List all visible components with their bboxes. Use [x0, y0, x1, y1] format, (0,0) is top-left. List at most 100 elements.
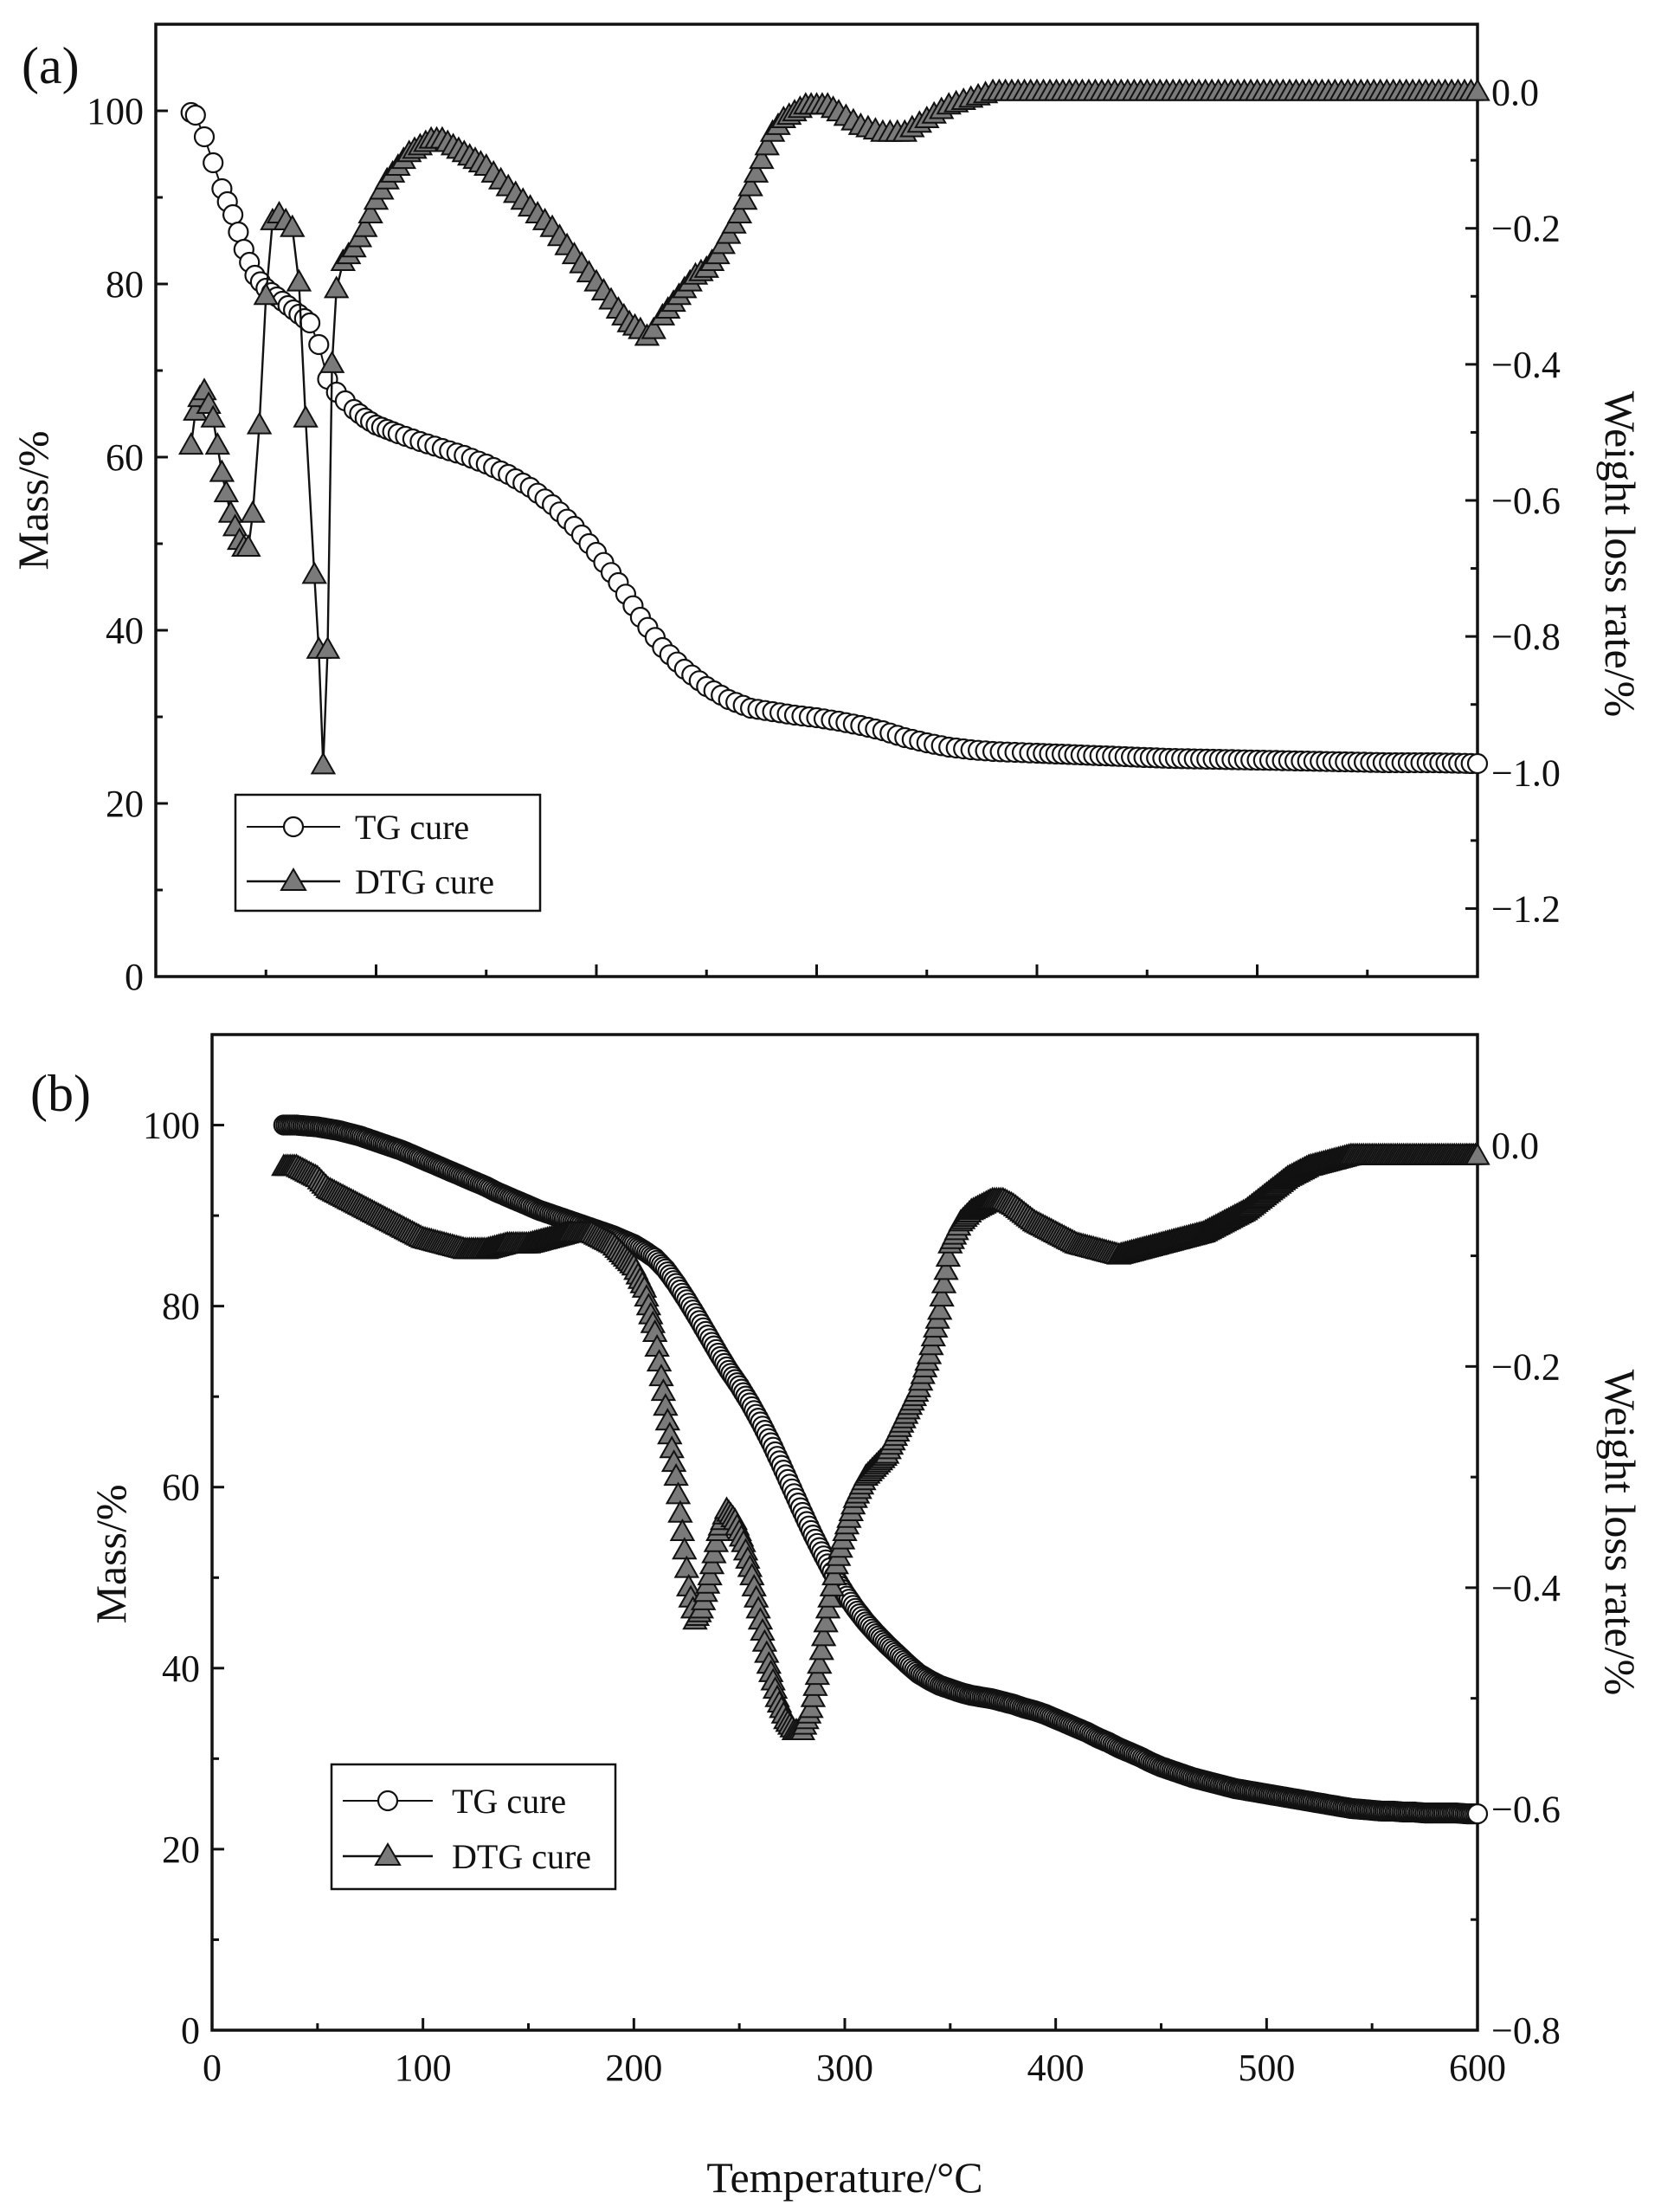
x-tick-label: 300 [816, 2047, 873, 2089]
panel-a-tg-point [228, 221, 249, 243]
panel-a-right-tick-label: −0.8 [1491, 616, 1561, 658]
panel-a-right-tick-label: 0.0 [1491, 72, 1539, 114]
panel-a-dtg-point [177, 432, 204, 455]
panel-a-right-tick-label: −1.2 [1491, 887, 1561, 930]
x-tick-label: 100 [395, 2047, 452, 2089]
panel-b-dtg-point [810, 1623, 837, 1647]
panel-a-legend-dtg-label: DTG cure [355, 862, 494, 901]
x-tick-label: 0 [203, 2047, 222, 2089]
panel-a-left-tick-label: 100 [87, 90, 144, 132]
panel-a-dtg-point [749, 146, 775, 170]
panel-a: 0 20 40 60 80 100 0.0 −0.2 −0.4 −0.6 −0.8 −1.0 −1.2… [9, 23, 1645, 998]
panel-a-tg-series [180, 101, 1489, 775]
panel-a-tg-point [203, 152, 224, 174]
panel-b-dtg-point [672, 1537, 698, 1560]
panel-b-dtg-point [667, 1499, 693, 1523]
panel-b-dtg-point [813, 1609, 839, 1633]
panel-a-tg-point [193, 126, 216, 148]
panel-b-legend-dtg-label: DTG cure [452, 1837, 591, 1876]
panel-a-label: (a) [22, 37, 80, 94]
panel-a-dtg-point [204, 432, 231, 455]
panel-a-right-tick-label: −1.0 [1491, 751, 1561, 794]
panel-b-x-axis [210, 2018, 1479, 2030]
panel-a-x-axis [154, 964, 1479, 977]
panel-a-dtg-point [754, 132, 780, 156]
panel-a-dtg-point [293, 404, 319, 428]
panel-b-dtg-point [926, 1297, 953, 1320]
panel-b-left-tick-label: 20 [162, 1828, 200, 1871]
panel-b-dtg-point [669, 1518, 696, 1541]
panel-a-dtg-point [737, 173, 763, 197]
panel-b-dtg-point [699, 1551, 725, 1575]
panel-a-tg-point [222, 203, 244, 226]
panel-a-dtg-series [177, 78, 1490, 775]
x-tick-label: 500 [1238, 2047, 1295, 2089]
panel-b-label: (b) [30, 1065, 91, 1122]
panel-a-right-axis: 0.0 −0.2 −0.4 −0.6 −0.8 −1.0 −1.2 [1465, 72, 1561, 978]
panel-a-dtg-point [240, 500, 266, 523]
panel-a-dtg-point [286, 268, 312, 292]
panel-b: 0 20 40 60 80 100 0.0 −0.2 −0.4 −0.6 −0.8 (b) Mas… [30, 1033, 1645, 2202]
panel-a-tg-point [299, 312, 321, 334]
panel-b-right-tick-label: −0.4 [1491, 1567, 1561, 1609]
panel-b-dtg-point [935, 1244, 962, 1267]
panel-a-left-tick-label: 60 [106, 436, 144, 479]
panel-a-legend-box [234, 793, 542, 913]
panel-b-dtg-series [271, 1142, 1490, 1740]
panel-b-dtg-point [814, 1596, 841, 1619]
panel-b-right-tick-label: −0.8 [1491, 2009, 1561, 2052]
panel-a-dtg-point [319, 350, 345, 373]
panel-b-dtg-point [807, 1651, 833, 1674]
panel-a-dtg-point [235, 533, 261, 557]
panel-b-legend-tg-marker [377, 1790, 399, 1812]
panel-a-dtg-point [217, 500, 244, 523]
panel-b-legend-dtg-marker [374, 1842, 402, 1866]
panel-a-tg-point [1466, 752, 1489, 775]
panel-b-dtg-point [929, 1284, 955, 1307]
panel-b-left-tick-label: 60 [162, 1467, 200, 1509]
panel-b-left-axis-title: Mass/% [87, 1484, 135, 1623]
panel-b-right-tick-label: 0.0 [1491, 1125, 1539, 1167]
panel-b-left-tick-label: 40 [162, 1648, 200, 1690]
panel-a-dtg-point [280, 214, 306, 237]
panel-a-dtg-point [301, 561, 327, 584]
panel-b-legend-box [330, 1763, 617, 1891]
panel-a-right-tick-label: −0.6 [1491, 480, 1561, 522]
panel-b-legend: TG cure DTG cure [330, 1763, 617, 1891]
panel-b-dtg-point [821, 1563, 847, 1586]
panel-b-tg-point [1466, 1803, 1489, 1825]
panel-a-dtg-point [253, 282, 280, 306]
panel-b-left-axis: 0 20 40 60 80 100 [143, 1105, 224, 2052]
panel-b-dtg-point [673, 1555, 700, 1578]
panel-b-left-tick-label: 80 [162, 1286, 200, 1328]
panel-b-right-tick-label: −0.6 [1491, 1788, 1561, 1830]
panel-b-dtg-point [930, 1270, 957, 1293]
panel-b-dtg-point [697, 1563, 723, 1586]
panel-b-left-tick-label: 0 [181, 2009, 200, 2052]
panel-a-legend-tg-marker [282, 816, 305, 838]
panel-a-left-tick-label: 20 [106, 783, 144, 825]
panel-b-dtg-point [663, 1463, 689, 1486]
panel-a-dtg-point [209, 459, 235, 482]
panel-a-left-axis-title: Mass/% [9, 430, 57, 570]
panel-b-dtg-point [800, 1684, 827, 1707]
panel-b-legend-tg-label: TG cure [452, 1782, 566, 1821]
panel-a-dtg-point [641, 316, 666, 339]
panel-a-left-axis: 0 20 40 60 80 100 [87, 90, 168, 998]
panel-a-dtg-point [200, 404, 226, 428]
panel-b-right-tick-label: −0.2 [1491, 1345, 1561, 1388]
panel-b-left-tick-label: 100 [143, 1105, 200, 1147]
panel-a-right-axis-title: Weight loss rate/% [1596, 391, 1645, 717]
panel-a-dtg-point [246, 411, 273, 435]
panel-a-dtg-point [352, 214, 378, 237]
panel-a-legend-tg-label: TG cure [355, 808, 469, 847]
panel-b-dtg-point [804, 1662, 831, 1686]
panel-a-left-tick-label: 0 [125, 956, 144, 998]
x-tick-label: 200 [605, 2047, 662, 2089]
panel-a-dtg-point [743, 159, 769, 183]
panel-a-dtg-point [1465, 78, 1490, 101]
panel-a-dtg-point [310, 751, 337, 775]
panel-b-dtg-point [819, 1573, 846, 1596]
panel-b-dtg-point [1465, 1142, 1490, 1165]
